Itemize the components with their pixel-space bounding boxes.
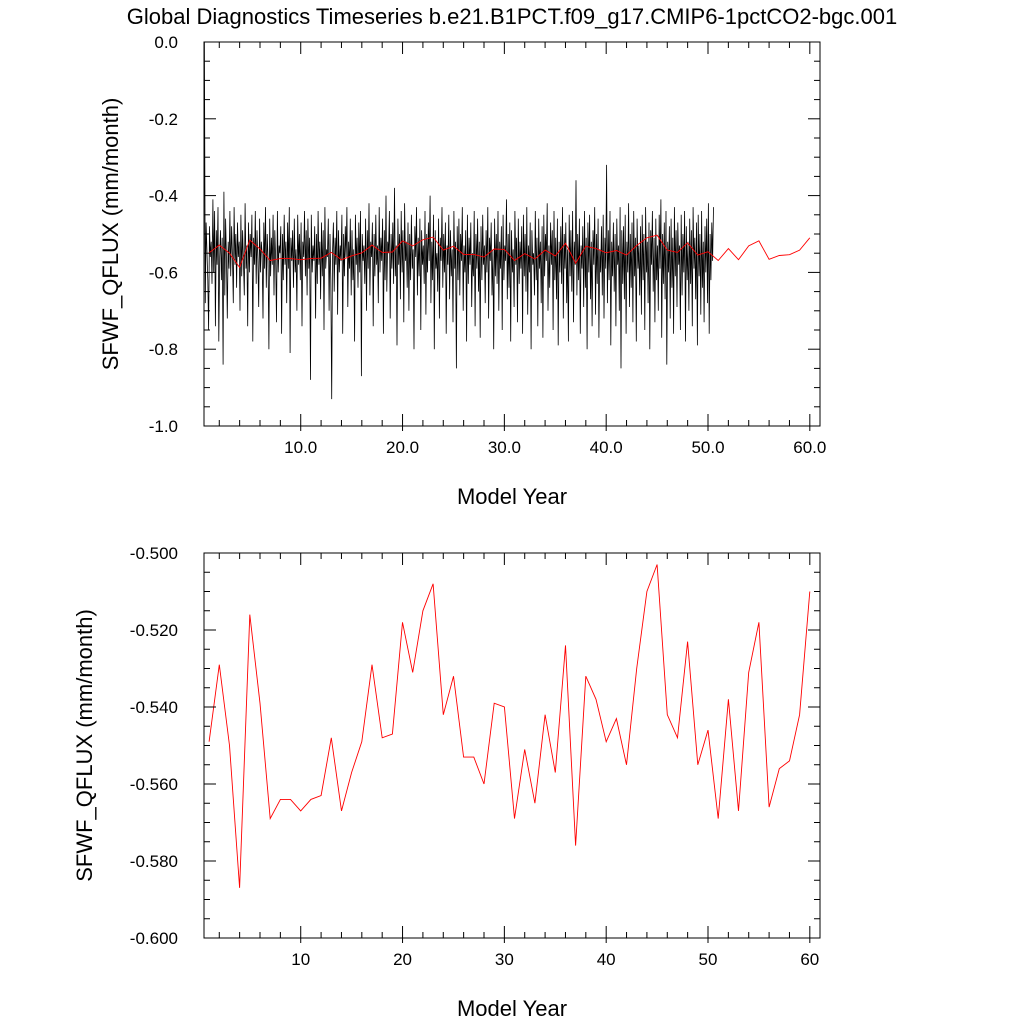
chart-title: Global Diagnostics Timeseries b.e21.B1PC…	[127, 4, 897, 29]
x-tick-label: 50	[699, 950, 718, 969]
y-tick-label: -0.6	[149, 263, 178, 282]
y-tick-label: -0.600	[130, 929, 178, 948]
x-tick-label: 30	[495, 950, 514, 969]
annual-mean-line	[208, 564, 811, 888]
bottom-y-axis-label: SFWF_QFLUX (mm/month)	[72, 609, 97, 882]
x-tick-label: 10.0	[284, 438, 317, 457]
x-tick-label: 30.0	[488, 438, 521, 457]
x-tick-label: 20	[393, 950, 412, 969]
x-tick-label: 60	[800, 950, 819, 969]
y-tick-label: -0.2	[149, 110, 178, 129]
y-tick-label: -0.4	[149, 187, 178, 206]
plot-frame	[203, 41, 821, 427]
x-tick-label: 40	[597, 950, 616, 969]
bottom-panel: 10 20 30 40 50 60 -0.500 -0.520 -0.540 -0.560 -0.5…	[72, 544, 821, 1021]
top-x-axis-label: Model Year	[457, 484, 567, 509]
top-tick-labels: 10.0 20.0 30.0 40.0 50.0 60.0 0.0 -0.2 -0.4 -0.6 -…	[149, 33, 827, 457]
y-tick-label: -0.500	[130, 544, 178, 563]
y-tick-label: -0.540	[130, 698, 178, 717]
top-axes	[203, 41, 821, 431]
y-tick-label: 0.0	[154, 33, 178, 52]
top-series	[203, 41, 811, 400]
monthly-line	[203, 41, 714, 400]
y-tick-label: -0.580	[130, 852, 178, 871]
top-y-axis-label: SFWF_QFLUX (mm/month)	[98, 98, 123, 371]
x-tick-label: 10	[291, 950, 310, 969]
y-tick-label: -1.0	[149, 417, 178, 436]
y-tick-label: -0.8	[149, 340, 178, 359]
y-tick-label: -0.560	[130, 775, 178, 794]
x-tick-label: 40.0	[590, 438, 623, 457]
y-tick-label: -0.520	[130, 621, 178, 640]
top-panel: 10.0 20.0 30.0 40.0 50.0 60.0 0.0 -0.2 -0.4 -0.6 -…	[98, 33, 826, 509]
x-tick-label: 50.0	[691, 438, 724, 457]
x-tick-label: 60.0	[793, 438, 826, 457]
plot-frame	[203, 552, 821, 939]
annual-mean-line	[208, 234, 811, 269]
bottom-tick-labels: 10 20 30 40 50 60 -0.500 -0.520 -0.540 -0.560 -0.5…	[130, 544, 819, 969]
bottom-x-axis-label: Model Year	[457, 996, 567, 1021]
bottom-series	[208, 564, 811, 888]
x-tick-label: 20.0	[386, 438, 419, 457]
bottom-axes	[203, 552, 821, 943]
